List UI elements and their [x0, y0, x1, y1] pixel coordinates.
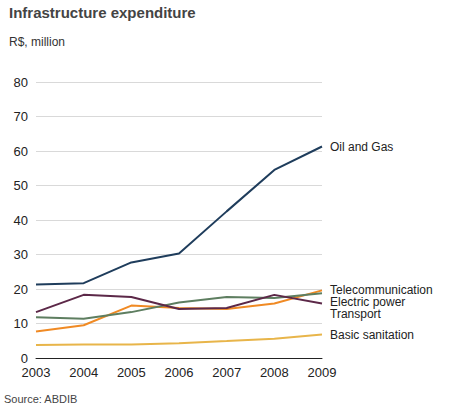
svg-text:70: 70 [14, 109, 28, 124]
svg-text:Oil and Gas: Oil and Gas [330, 140, 393, 154]
svg-text:60: 60 [14, 144, 28, 159]
svg-text:2009: 2009 [308, 365, 337, 380]
svg-text:0: 0 [21, 351, 28, 366]
svg-text:2006: 2006 [165, 365, 194, 380]
svg-text:10: 10 [14, 316, 28, 331]
svg-text:Source: ABDIB: Source: ABDIB [4, 393, 77, 405]
svg-text:R$, million: R$, million [9, 35, 65, 49]
svg-text:Infrastructure expenditure: Infrastructure expenditure [9, 4, 196, 21]
svg-text:2008: 2008 [260, 365, 289, 380]
svg-text:20: 20 [14, 282, 28, 297]
svg-text:Basic sanitation: Basic sanitation [330, 328, 414, 342]
svg-text:Electric power: Electric power [330, 295, 406, 310]
svg-text:2005: 2005 [117, 365, 146, 380]
svg-text:Telecommunication: Telecommunication [330, 283, 433, 298]
svg-text:2003: 2003 [22, 365, 51, 380]
svg-text:2007: 2007 [212, 365, 241, 380]
svg-text:Transport: Transport [330, 307, 382, 321]
svg-text:40: 40 [14, 213, 28, 228]
svg-text:2004: 2004 [69, 365, 98, 380]
svg-text:50: 50 [14, 178, 28, 193]
svg-text:30: 30 [14, 247, 28, 262]
svg-text:80: 80 [14, 75, 28, 90]
